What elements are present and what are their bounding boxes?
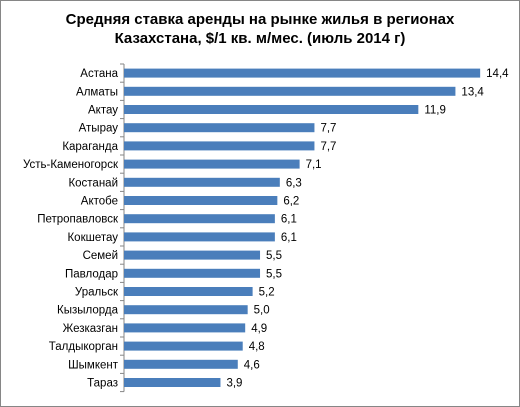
value-label: 4,9 <box>251 323 267 335</box>
bar <box>124 378 221 387</box>
value-label: 4,6 <box>244 359 260 371</box>
bar <box>124 68 481 78</box>
bar <box>124 305 248 315</box>
category-label: Павлодар <box>65 268 118 280</box>
value-label: 7,1 <box>306 159 322 171</box>
category-label: Усть-Каменогорск <box>23 159 119 171</box>
bar <box>124 177 280 187</box>
value-label: 5,2 <box>259 287 275 299</box>
bar <box>124 268 261 278</box>
value-label: 11,9 <box>424 105 446 117</box>
chart-title: Средняя ставка аренды на рынке жилья в р… <box>0 10 520 48</box>
chart-title-line2: Казахстана, $/1 кв. м/мес. (июль 2014 г) <box>114 30 406 47</box>
category-label: Алматы <box>76 86 118 98</box>
bar <box>124 86 456 96</box>
bar <box>124 323 246 333</box>
bar <box>124 250 261 260</box>
category-label: Шымкент <box>68 359 119 371</box>
category-label: Тараз <box>87 378 118 390</box>
category-label: Атырау <box>79 123 119 135</box>
bar <box>124 232 275 242</box>
value-label: 6,3 <box>286 177 302 189</box>
category-label: Актау <box>88 105 118 117</box>
bar <box>124 341 243 351</box>
value-label: 7,7 <box>320 141 336 153</box>
bar <box>124 287 253 296</box>
category-label: Петропавловск <box>37 214 119 226</box>
bar <box>124 123 315 133</box>
value-label: 3,9 <box>226 378 242 390</box>
category-label: Кызылорда <box>57 305 119 317</box>
chart-title-line1: Средняя ставка аренды на рынке жилья в р… <box>65 11 455 28</box>
category-label: Семей <box>83 250 118 262</box>
category-label: Костанай <box>68 177 118 189</box>
value-label: 6,1 <box>281 214 297 226</box>
value-label: 7,7 <box>320 123 336 135</box>
bar <box>124 105 419 114</box>
category-label: Астана <box>80 68 118 80</box>
value-label: 6,2 <box>283 196 299 208</box>
value-label: 13,4 <box>461 86 484 98</box>
category-label: Уральск <box>75 287 119 299</box>
value-label: 4,8 <box>249 341 265 353</box>
value-label: 14,4 <box>486 68 509 80</box>
bar <box>124 359 238 369</box>
value-label: 5,0 <box>254 305 270 317</box>
bar <box>124 159 300 169</box>
value-label: 6,1 <box>281 232 297 244</box>
bar <box>124 141 315 151</box>
category-label: Талдыкорган <box>49 341 118 353</box>
bar <box>124 196 278 205</box>
category-label: Актобе <box>81 196 118 208</box>
category-label: Караганда <box>62 141 118 153</box>
category-label: Жезказган <box>63 323 118 335</box>
category-label: Кокшетау <box>67 232 118 244</box>
value-label: 5,5 <box>266 268 282 280</box>
value-label: 5,5 <box>266 250 282 262</box>
bar <box>124 214 275 224</box>
